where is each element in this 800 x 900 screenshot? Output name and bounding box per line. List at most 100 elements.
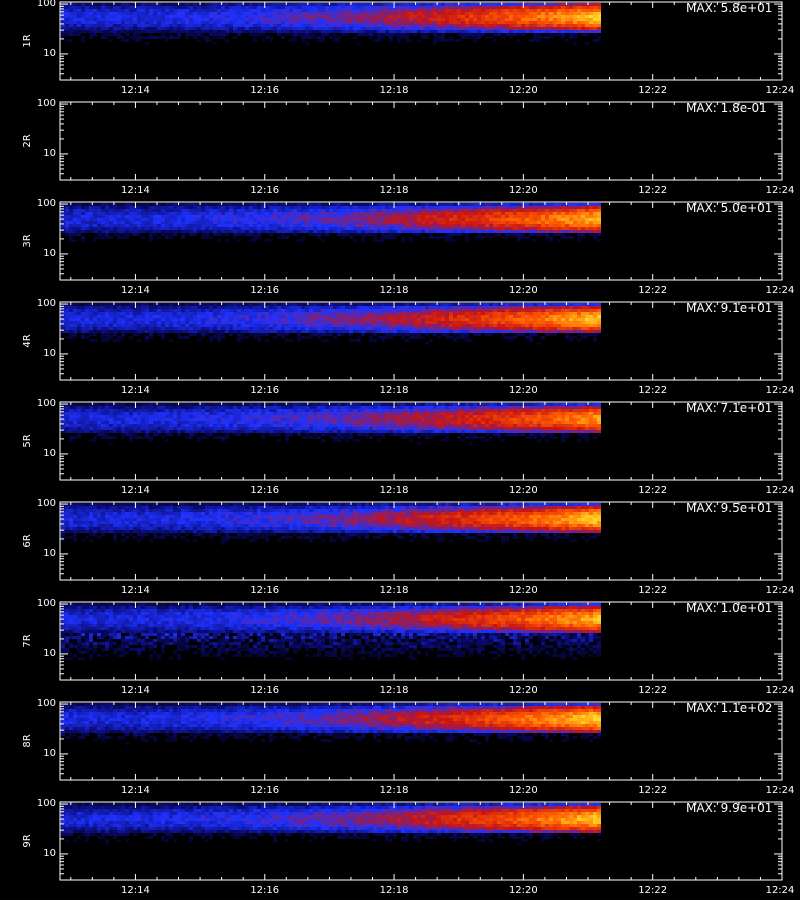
heatmap-cell — [281, 209, 285, 212]
heatmap-cell — [597, 3, 601, 6]
heatmap-cell — [517, 27, 521, 30]
heatmap-cell — [185, 24, 189, 27]
heatmap-cell — [541, 21, 545, 24]
heatmap-cell — [529, 218, 533, 221]
heatmap-cell — [277, 218, 281, 221]
heatmap-cell — [557, 318, 561, 321]
heatmap-cell — [457, 206, 461, 209]
heatmap-cell — [469, 12, 473, 15]
heatmap-cell — [101, 315, 105, 318]
heatmap-cell — [429, 315, 433, 318]
x-tick-label: 12:18 — [379, 185, 409, 196]
heatmap-cell — [285, 215, 289, 218]
heatmap-cell — [425, 9, 429, 12]
heatmap-cell — [433, 15, 437, 18]
heatmap-cell — [345, 324, 349, 327]
heatmap-cell — [493, 203, 497, 206]
heatmap-cell — [85, 24, 89, 27]
heatmap-cell — [337, 230, 341, 233]
heatmap-cell — [581, 30, 585, 33]
heatmap-cell — [345, 227, 349, 230]
heatmap-cell — [581, 18, 585, 21]
heatmap-cell — [133, 330, 137, 333]
heatmap-cell — [141, 209, 145, 212]
heatmap-cell — [253, 39, 257, 42]
heatmap-cell — [437, 215, 441, 218]
heatmap-cell — [181, 324, 185, 327]
heatmap-cell — [193, 218, 197, 221]
heatmap-cell — [161, 27, 165, 30]
heatmap-cell — [157, 27, 161, 30]
heatmap-cell — [465, 36, 469, 39]
heatmap-cell — [493, 324, 497, 327]
heatmap-cell — [249, 321, 253, 324]
heatmap-cell — [497, 324, 501, 327]
heatmap-cell — [513, 212, 517, 215]
heatmap-cell — [177, 224, 181, 227]
heatmap-cell — [537, 227, 541, 230]
heatmap-cell — [317, 27, 321, 30]
heatmap-cell — [169, 321, 173, 324]
heatmap-cell — [377, 221, 381, 224]
heatmap-cell — [557, 230, 561, 233]
heatmap-cell — [569, 33, 573, 36]
heatmap-cell — [249, 309, 253, 312]
heatmap-cell — [153, 306, 157, 309]
heatmap-cell — [489, 303, 493, 306]
spectrogram-panel-3r: 100 10 12:14 12:16 12:18 12:20 12:22 12:24 3R MAX… — [0, 198, 800, 300]
heatmap-cell — [305, 33, 309, 36]
heatmap-cell — [473, 15, 477, 18]
heatmap-cell — [549, 9, 553, 12]
heatmap-cell — [185, 224, 189, 227]
heatmap-cell — [417, 309, 421, 312]
heatmap-cell — [241, 227, 245, 230]
heatmap-cell — [129, 233, 133, 236]
heatmap-cell — [489, 203, 493, 206]
heatmap-cell — [517, 206, 521, 209]
heatmap-cell — [533, 27, 537, 30]
heatmap-cell — [277, 306, 281, 309]
heatmap-cell — [525, 227, 529, 230]
heatmap-cell — [301, 12, 305, 15]
heatmap-cell — [397, 203, 401, 206]
heatmap-cell — [217, 233, 221, 236]
heatmap-cell — [313, 215, 317, 218]
heatmap-cell — [73, 209, 77, 212]
heatmap-cell — [201, 218, 205, 221]
heatmap-cell — [133, 24, 137, 27]
heatmap-cell — [501, 306, 505, 309]
heatmap-cell — [425, 327, 429, 330]
heatmap-cell — [249, 318, 253, 321]
heatmap-cell — [549, 315, 553, 318]
heatmap-cell — [149, 315, 153, 318]
heatmap-cell — [589, 209, 593, 212]
heatmap-cell — [381, 315, 385, 318]
heatmap-cell — [197, 21, 201, 24]
heatmap-cell — [73, 309, 77, 312]
heatmap-cell — [285, 33, 289, 36]
heatmap-cell — [361, 30, 365, 33]
heatmap-cell — [293, 24, 297, 27]
heatmap-cell — [173, 15, 177, 18]
heatmap-cell — [557, 239, 561, 242]
heatmap-cell — [313, 221, 317, 224]
heatmap-cell — [533, 309, 537, 312]
heatmap-cell — [569, 218, 573, 221]
heatmap-cell — [553, 221, 557, 224]
heatmap-cell — [525, 3, 529, 6]
heatmap-cell — [401, 321, 405, 324]
heatmap-cell — [449, 215, 453, 218]
heatmap-cell — [257, 339, 261, 342]
heatmap-cell — [221, 309, 225, 312]
heatmap-cell — [93, 24, 97, 27]
heatmap-cell — [85, 12, 89, 15]
heatmap-cell — [233, 221, 237, 224]
heatmap-cell — [181, 27, 185, 30]
heatmap-cell — [165, 221, 169, 224]
heatmap-cell — [505, 336, 509, 339]
heatmap-cell — [301, 227, 305, 230]
heatmap-cell — [369, 318, 373, 321]
heatmap-cell — [561, 203, 565, 206]
heatmap-cell — [209, 18, 213, 21]
heatmap-cell — [93, 3, 97, 6]
